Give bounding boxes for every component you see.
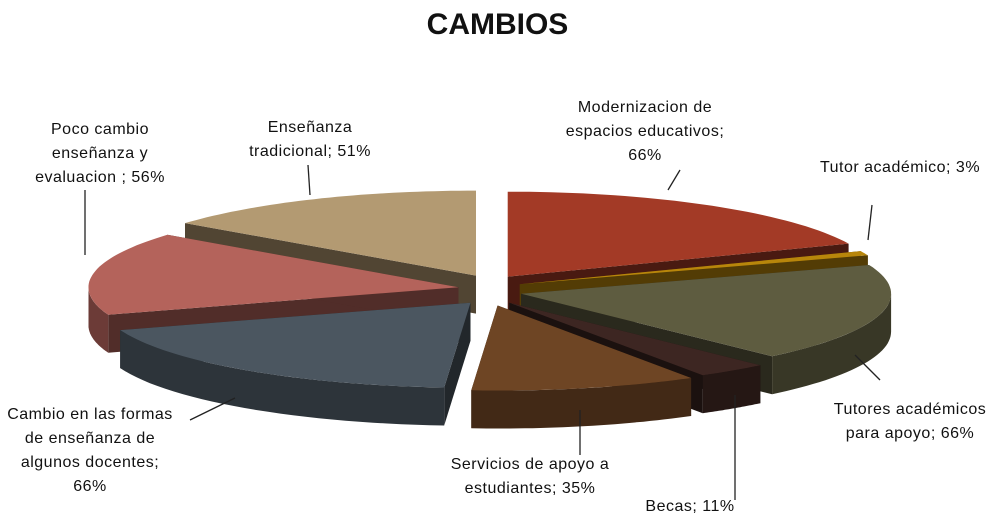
leader-line: [867, 204, 873, 241]
slice-side: [702, 365, 761, 414]
slice: [185, 190, 476, 276]
slice: [521, 265, 892, 357]
leader-line: [307, 164, 311, 196]
data-label: Cambio en las formas de enseñanza de alg…: [7, 406, 173, 495]
slice-side: [772, 293, 892, 395]
slice: [471, 305, 692, 391]
leader-line: [667, 169, 681, 191]
slice-side: [88, 287, 109, 353]
slice: [120, 302, 471, 388]
leader-line: [189, 397, 236, 421]
data-label: Tutor académico; 3%: [819, 159, 981, 176]
slice: [88, 234, 459, 315]
data-label: Servicios de apoyo a estudiantes; 35%: [450, 456, 610, 497]
data-label: Poco cambio enseñanza y evaluacion ; 56%: [35, 121, 165, 186]
slice-side: [120, 330, 445, 426]
slice-side: [471, 378, 692, 429]
leader-line: [854, 354, 881, 381]
slice: [509, 302, 761, 376]
data-label: Enseñanza tradicional; 51%: [249, 119, 371, 160]
slice: [519, 251, 868, 285]
data-label: Modernizacion de espacios educativos; 66…: [565, 99, 725, 164]
chart-title: CAMBIOS: [426, 8, 569, 41]
slice: [507, 191, 849, 277]
data-label: Becas; 11%: [645, 498, 735, 515]
data-label: Tutores académicos para apoyo; 66%: [833, 401, 987, 442]
